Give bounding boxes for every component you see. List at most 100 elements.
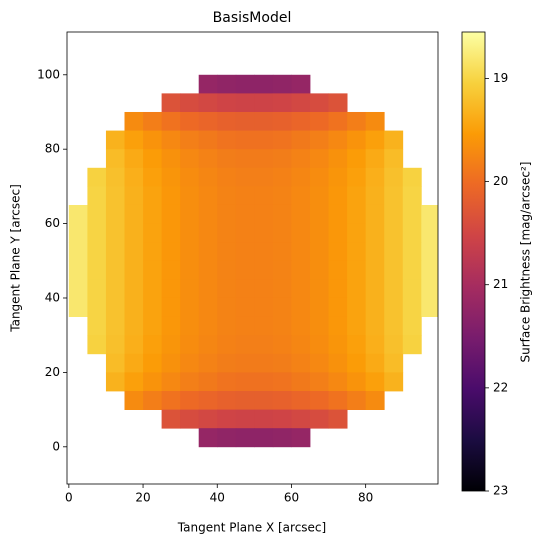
heatmap-cell — [291, 409, 311, 429]
heatmap-cell — [124, 111, 144, 131]
heatmap-cell — [402, 167, 422, 187]
heatmap-cell — [180, 167, 200, 187]
x-tick-label: 60 — [284, 491, 299, 505]
heatmap-cell — [87, 335, 107, 355]
heatmap-cell — [180, 204, 200, 224]
heatmap-cell — [161, 316, 181, 336]
heatmap-cell — [217, 335, 237, 355]
heatmap-cell — [143, 186, 163, 206]
heatmap-cell — [143, 260, 163, 280]
heatmap-cell — [143, 353, 163, 373]
colorbar-tick-label: 21 — [493, 277, 508, 291]
heatmap-cell — [254, 372, 274, 392]
heatmap-cell — [217, 204, 237, 224]
heatmap-cell — [87, 223, 107, 243]
heatmap-cell — [254, 111, 274, 131]
heatmap-cell — [217, 260, 237, 280]
heatmap-cell — [217, 428, 237, 448]
heatmap-cell — [328, 297, 348, 317]
heatmap-cell — [105, 316, 125, 336]
plot-frame — [66, 31, 439, 485]
heatmap-cell — [87, 279, 107, 299]
heatmap-cell — [365, 372, 385, 392]
heatmap-cell — [310, 223, 329, 243]
heatmap-cell — [180, 390, 200, 410]
heatmap-cell — [198, 297, 218, 317]
heatmap-cell — [328, 149, 348, 169]
heatmap-cell — [161, 111, 181, 131]
heatmap-cell — [235, 167, 255, 187]
colorbar-tick-label: 22 — [493, 380, 508, 394]
heatmap-cell — [365, 149, 385, 169]
heatmap-cell — [235, 335, 255, 355]
heatmap-cell — [272, 260, 292, 280]
heatmap-cell — [272, 242, 292, 262]
heatmap-cell — [328, 409, 348, 429]
colorbar — [461, 31, 486, 492]
heatmap-cell — [124, 186, 144, 206]
heatmap-cell — [180, 186, 200, 206]
heatmap-cell — [384, 297, 404, 317]
heatmap-cell — [68, 260, 88, 280]
heatmap-cell — [198, 390, 218, 410]
heatmap-cell — [180, 335, 200, 355]
heatmap-cell — [254, 260, 274, 280]
heatmap-cell — [198, 372, 218, 392]
x-tick-label: 20 — [135, 491, 150, 505]
heatmap-cell — [310, 353, 329, 373]
y-tick-label: 0 — [52, 439, 60, 453]
heatmap-cell — [235, 297, 255, 317]
heatmap-cell — [235, 353, 255, 373]
heatmap-cell — [161, 167, 181, 187]
heatmap-cell — [124, 316, 144, 336]
colorbar-tick-label: 19 — [493, 71, 508, 85]
heatmap-cell — [124, 149, 144, 169]
heatmap-cell — [198, 167, 218, 187]
heatmap-cell — [328, 204, 348, 224]
heatmap-cell — [254, 204, 274, 224]
heatmap-cell — [68, 242, 88, 262]
heatmap-cell — [347, 279, 367, 299]
heatmap-cell — [180, 372, 200, 392]
heatmap-cell — [198, 186, 218, 206]
heatmap-cell — [310, 297, 329, 317]
heatmap-cell — [310, 130, 329, 150]
heatmap-cell — [143, 204, 163, 224]
heatmap-cell — [143, 167, 163, 187]
heatmap-cell — [235, 74, 255, 94]
heatmap-cell — [328, 111, 348, 131]
heatmap-cell — [291, 428, 311, 448]
heatmap-cell — [310, 316, 329, 336]
heatmap-cell — [310, 242, 329, 262]
heatmap-cell — [310, 409, 329, 429]
heatmap-cell — [347, 260, 367, 280]
heatmap-cell — [272, 130, 292, 150]
heatmap-cell — [217, 390, 237, 410]
heatmap-cell — [347, 130, 367, 150]
heatmap-cell — [291, 353, 311, 373]
heatmap-cell — [328, 279, 348, 299]
heatmap-cell — [291, 93, 311, 113]
heatmap-cell — [384, 204, 404, 224]
heatmap-cell — [198, 409, 218, 429]
heatmap-cell — [365, 130, 385, 150]
heatmap-cell — [124, 223, 144, 243]
heatmap-cell — [328, 353, 348, 373]
heatmap-cell — [365, 167, 385, 187]
heatmap-cell — [328, 316, 348, 336]
heatmap-cell — [272, 74, 292, 94]
heatmap-cell — [235, 390, 255, 410]
heatmap-cell — [384, 130, 404, 150]
heatmap-cell — [235, 242, 255, 262]
heatmap-cell — [217, 279, 237, 299]
heatmap-cell — [365, 335, 385, 355]
heatmap-cell — [217, 223, 237, 243]
heatmap-cell — [217, 93, 237, 113]
heatmap-cell — [180, 111, 200, 131]
heatmap-cell — [198, 353, 218, 373]
heatmap-cell — [291, 279, 311, 299]
heatmap-cell — [347, 316, 367, 336]
heatmap-cell — [87, 316, 107, 336]
heatmap-cell — [161, 186, 181, 206]
heatmap-cell — [384, 242, 404, 262]
